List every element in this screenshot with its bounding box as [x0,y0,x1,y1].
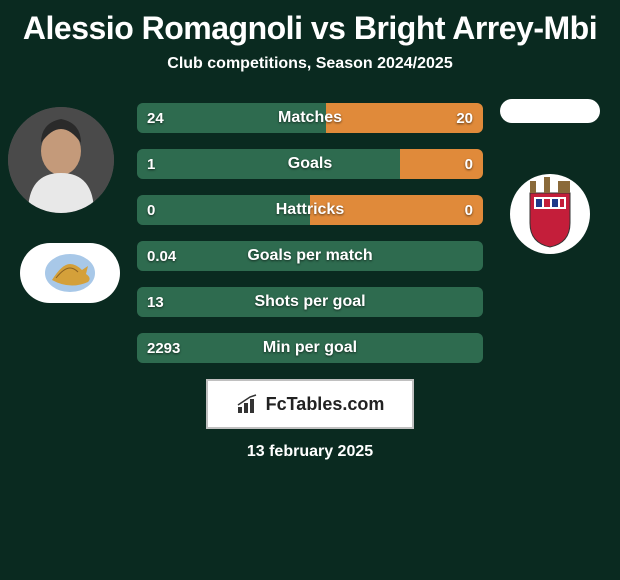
subtitle: Club competitions, Season 2024/2025 [0,55,620,73]
stat-row: 00Hattricks [137,195,483,225]
stat-label: Hattricks [137,195,483,225]
stat-row: 2420Matches [137,103,483,133]
branding-box[interactable]: FcTables.com [206,379,414,429]
player-photo-right [500,99,600,123]
player-avatar-icon [8,107,114,213]
stat-label: Shots per goal [137,287,483,317]
fctables-logo-icon [236,393,260,415]
lazio-badge-icon [42,250,98,296]
stat-row: 13Shots per goal [137,287,483,317]
content-area: 2420Matches 10Goals 00Hattricks 0.04Goals p… [0,103,620,461]
club-logo-left [20,243,120,303]
stat-row: 0.04Goals per match [137,241,483,271]
branding-text: FcTables.com [266,394,385,415]
page-title: Alessio Romagnoli vs Bright Arrey-Mbi [0,10,620,47]
date-text: 13 february 2025 [0,443,620,461]
stat-label: Matches [137,103,483,133]
stat-bars: 2420Matches 10Goals 00Hattricks 0.04Goals p… [137,103,483,363]
comparison-card: Alessio Romagnoli vs Bright Arrey-Mbi Cl… [0,0,620,461]
player-photo-left [8,107,114,213]
braga-badge-icon [500,173,600,255]
stat-label: Goals [137,149,483,179]
stat-row: 2293Min per goal [137,333,483,363]
club-logo-right [500,173,600,255]
stat-label: Min per goal [137,333,483,363]
stat-label: Goals per match [137,241,483,271]
stat-row: 10Goals [137,149,483,179]
